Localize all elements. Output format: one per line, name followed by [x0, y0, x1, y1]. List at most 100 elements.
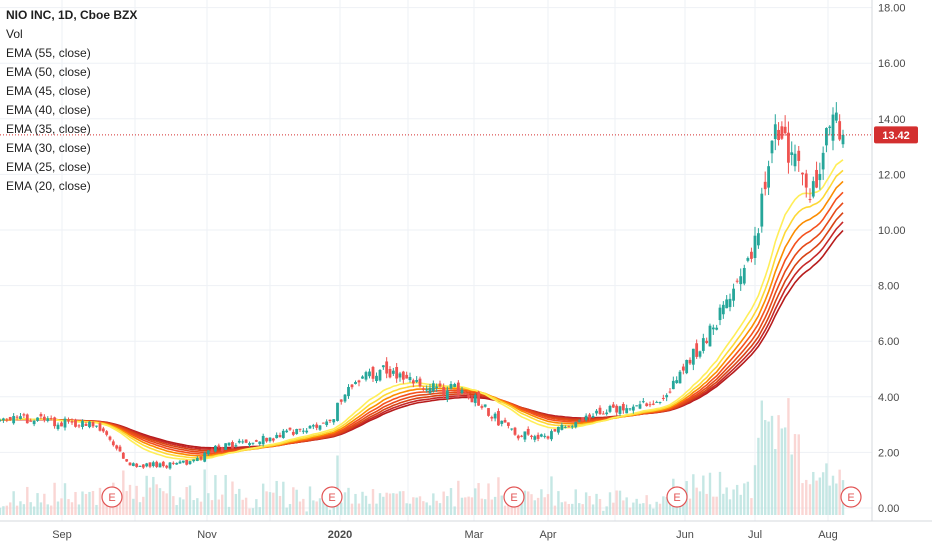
candle[interactable]: [32, 420, 36, 425]
candle[interactable]: [691, 348, 695, 365]
candle[interactable]: [350, 384, 354, 388]
candle[interactable]: [661, 397, 665, 399]
candlesticks[interactable]: [0, 102, 845, 470]
candle[interactable]: [12, 416, 16, 424]
candle[interactable]: [364, 372, 368, 380]
candle[interactable]: [678, 371, 682, 384]
candle[interactable]: [231, 442, 234, 449]
candle[interactable]: [742, 268, 746, 284]
candle[interactable]: [523, 431, 527, 440]
candle[interactable]: [841, 134, 845, 145]
candle[interactable]: [301, 430, 305, 432]
candle[interactable]: [767, 166, 770, 188]
candle[interactable]: [815, 169, 818, 188]
candle[interactable]: [681, 366, 685, 371]
candle[interactable]: [381, 365, 385, 368]
candle[interactable]: [487, 408, 490, 416]
candle[interactable]: [750, 251, 753, 259]
candle[interactable]: [503, 419, 507, 423]
candle[interactable]: [546, 436, 550, 439]
candle[interactable]: [39, 414, 43, 417]
candle[interactable]: [648, 404, 652, 406]
candle[interactable]: [108, 436, 112, 440]
candle[interactable]: [285, 430, 289, 433]
candle[interactable]: [332, 419, 336, 423]
candle[interactable]: [783, 126, 787, 134]
candle[interactable]: [8, 416, 12, 421]
candle[interactable]: [675, 380, 679, 384]
candle[interactable]: [268, 437, 272, 442]
candle[interactable]: [500, 420, 504, 424]
candle[interactable]: [241, 441, 245, 443]
candle[interactable]: [98, 423, 102, 431]
candle[interactable]: [753, 235, 757, 258]
candle[interactable]: [244, 439, 248, 443]
candle[interactable]: [261, 435, 265, 445]
candle[interactable]: [808, 199, 812, 201]
candle[interactable]: [838, 121, 842, 140]
price-axis[interactable]: 18.00 16.00 14.00 12.00 10.00 8.00 6.00 4.00 2.0…: [878, 3, 906, 515]
candle[interactable]: [563, 426, 567, 428]
candle[interactable]: [628, 408, 632, 410]
candle[interactable]: [315, 424, 319, 428]
candle[interactable]: [224, 443, 228, 450]
candle[interactable]: [438, 383, 442, 387]
candle[interactable]: [15, 416, 19, 418]
earnings-marker[interactable]: E: [840, 486, 862, 508]
candle[interactable]: [118, 446, 122, 452]
candle[interactable]: [368, 371, 371, 377]
candle[interactable]: [533, 436, 537, 440]
candle[interactable]: [361, 376, 364, 379]
candle[interactable]: [577, 420, 581, 422]
candle[interactable]: [567, 426, 571, 428]
candle[interactable]: [227, 442, 231, 446]
candle[interactable]: [405, 374, 409, 379]
candle[interactable]: [584, 415, 588, 421]
earnings-marker[interactable]: E: [503, 486, 525, 508]
candle[interactable]: [214, 445, 217, 452]
candle[interactable]: [618, 406, 622, 414]
candle[interactable]: [185, 459, 189, 465]
candle[interactable]: [698, 351, 702, 357]
legend-ema-35[interactable]: EMA (35, close): [6, 122, 91, 136]
candle[interactable]: [155, 461, 159, 467]
candle[interactable]: [115, 445, 119, 449]
candle[interactable]: [25, 414, 29, 424]
candle[interactable]: [125, 459, 129, 462]
candle[interactable]: [74, 419, 77, 427]
candle[interactable]: [601, 413, 605, 415]
candle[interactable]: [513, 427, 517, 435]
candle[interactable]: [67, 420, 70, 422]
candle[interactable]: [595, 410, 598, 414]
candle[interactable]: [553, 429, 557, 432]
candle[interactable]: [199, 456, 203, 460]
candle[interactable]: [705, 340, 709, 343]
candle[interactable]: [435, 386, 439, 388]
candle[interactable]: [708, 325, 712, 347]
candle[interactable]: [460, 389, 464, 393]
candle[interactable]: [428, 387, 432, 394]
candle[interactable]: [715, 327, 719, 330]
candle[interactable]: [581, 417, 585, 421]
candle[interactable]: [295, 429, 299, 435]
candle[interactable]: [278, 435, 282, 438]
candle[interactable]: [777, 129, 780, 141]
candle[interactable]: [804, 173, 808, 188]
candle[interactable]: [357, 380, 361, 383]
candle[interactable]: [425, 389, 429, 391]
candle[interactable]: [721, 304, 725, 315]
candle[interactable]: [181, 460, 185, 463]
candle[interactable]: [467, 395, 471, 398]
candle[interactable]: [347, 386, 350, 397]
candle[interactable]: [128, 462, 132, 466]
candle[interactable]: [811, 181, 815, 197]
legend-symbol[interactable]: NIO INC, 1D, Cboe BZX: [6, 8, 137, 22]
candle[interactable]: [234, 445, 238, 447]
candle[interactable]: [178, 461, 182, 464]
candle[interactable]: [49, 418, 53, 420]
candle[interactable]: [739, 276, 743, 285]
candle[interactable]: [56, 424, 60, 429]
candle[interactable]: [821, 152, 825, 170]
candle[interactable]: [641, 401, 645, 403]
candle[interactable]: [135, 463, 139, 467]
